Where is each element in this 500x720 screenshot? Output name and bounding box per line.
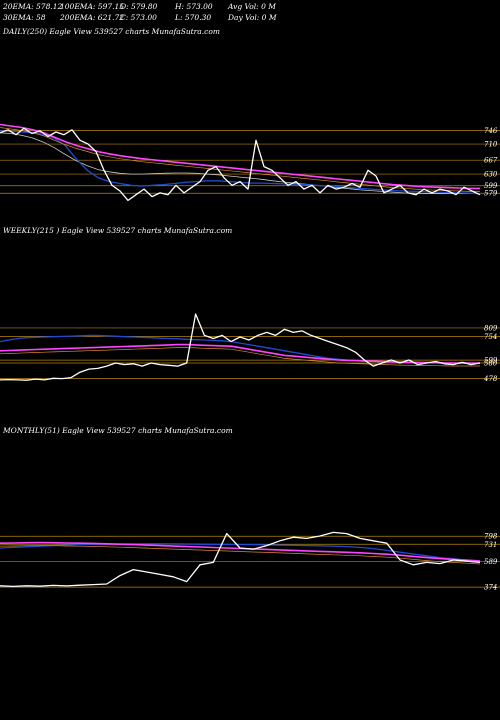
daily-level-label: 599 xyxy=(484,182,498,190)
monthly-price-line xyxy=(0,531,481,588)
daily-panel-title: DAILY(250) Eagle View 539527 charts Muna… xyxy=(3,27,220,36)
monthly-level-label: 374 xyxy=(484,584,497,592)
daily-level-label: 710 xyxy=(484,141,498,149)
monthly-level-label: 798 xyxy=(484,533,498,541)
daily-level-label: 579 xyxy=(484,190,498,198)
ema30-readout: 30EMA: 58 xyxy=(3,13,46,22)
monthly-ema-orange-line xyxy=(0,545,481,565)
ema20-readout: 20EMA: 578.12 xyxy=(3,2,63,11)
close-readout: C: 573.00 xyxy=(120,13,157,22)
daily-ema-mid-line xyxy=(0,132,480,194)
weekly-ema-short-line xyxy=(0,334,480,364)
monthly-level-label: 589 xyxy=(484,558,498,566)
monthly-panel-title: MONTHLY(51) Eagle View 539527 charts Mun… xyxy=(3,426,233,435)
monthly-level-label: 731 xyxy=(484,541,497,549)
ema200-readout: 200EMA: 621.72 xyxy=(60,13,125,22)
daily-level-label: 630 xyxy=(484,171,498,179)
high-readout: H: 573.00 xyxy=(175,2,213,11)
weekly-level-label: 580 xyxy=(484,360,498,368)
open-readout: O: 579.80 xyxy=(120,2,158,11)
daily-ema-long-line xyxy=(0,123,480,190)
weekly-level-label: 478 xyxy=(483,375,498,383)
daily-price-line xyxy=(0,127,481,202)
monthly-ema-short-line xyxy=(0,543,481,562)
day-vol-readout: Day Vol: 0 M xyxy=(228,13,277,22)
daily-ema-short-line xyxy=(0,130,481,195)
daily-level-label: 667 xyxy=(484,157,498,165)
weekly-level-label: 809 xyxy=(484,324,498,332)
weekly-level-label: 599 xyxy=(484,357,498,365)
weekly-panel-title: WEEKLY(215 ) Eagle View 539527 charts Mu… xyxy=(3,226,233,235)
daily-level-label: 746 xyxy=(484,127,498,135)
avg-vol-readout: Avg Vol: 0 M xyxy=(228,2,276,11)
weekly-level-label: 754 xyxy=(484,333,497,341)
low-readout: L: 570.30 xyxy=(175,13,212,22)
daily-ema-orange-line xyxy=(0,127,480,192)
weekly-price-line xyxy=(0,313,481,381)
weekly-ema-orange-line xyxy=(0,347,480,367)
weekly-ema-long-line xyxy=(0,343,480,364)
ema100-readout: 100EMA: 597.15 xyxy=(60,2,125,11)
